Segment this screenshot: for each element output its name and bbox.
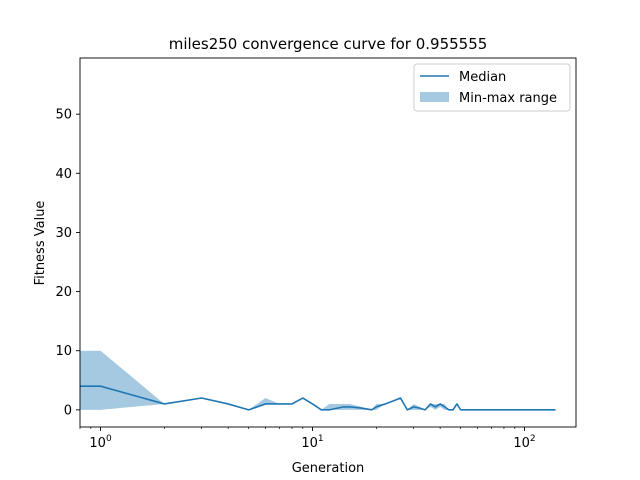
x-tick-label: 102: [513, 434, 535, 451]
legend-range-swatch: [420, 92, 449, 102]
x-axis-label: Generation: [292, 461, 365, 476]
legend: Median Min-max range: [413, 63, 571, 112]
y-tick-label: 20: [55, 285, 72, 300]
x-tick-label: 101: [301, 434, 323, 451]
min-max-range-area: [80, 350, 556, 410]
x-axis-ticks: 100 101 102: [79, 427, 536, 451]
y-tick-label: 40: [55, 167, 72, 182]
y-axis-label: Fitness Value: [33, 201, 48, 286]
y-tick-label: 50: [55, 108, 72, 123]
y-tick-label: 30: [55, 226, 72, 241]
median-series-line: [80, 385, 556, 411]
legend-box: [413, 63, 571, 112]
chart-title: miles250 convergence curve for 0.955555: [169, 35, 488, 53]
y-tick-label: 10: [55, 344, 72, 359]
y-tick-label: 0: [64, 403, 72, 418]
legend-range-label: Min-max range: [459, 91, 557, 106]
legend-median-label: Median: [459, 70, 506, 85]
y-axis-ticks: 0 10 20 30 40 50: [55, 108, 80, 418]
x-tick-label: 100: [89, 434, 112, 451]
axes-frame: [79, 57, 577, 428]
plot-area: [80, 350, 556, 411]
